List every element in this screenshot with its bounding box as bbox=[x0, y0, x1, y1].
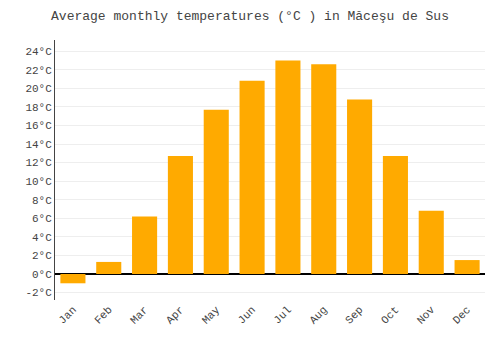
svg-text:2°C: 2°C bbox=[32, 250, 52, 262]
svg-text:8°C: 8°C bbox=[32, 195, 52, 207]
svg-text:Jan: Jan bbox=[56, 304, 78, 326]
svg-text:May: May bbox=[200, 304, 223, 327]
svg-text:0°C: 0°C bbox=[32, 269, 52, 281]
svg-text:Average monthly temperatures (: Average monthly temperatures (°C ) in Mă… bbox=[51, 9, 449, 24]
svg-text:14°C: 14°C bbox=[25, 139, 52, 151]
svg-text:Sep: Sep bbox=[343, 304, 365, 326]
svg-text:Nov: Nov bbox=[415, 304, 438, 327]
svg-text:12°C: 12°C bbox=[25, 157, 52, 169]
svg-text:Jun: Jun bbox=[236, 304, 258, 326]
svg-text:22°C: 22°C bbox=[25, 65, 52, 77]
svg-text:4°C: 4°C bbox=[32, 232, 52, 244]
svg-text:10°C: 10°C bbox=[25, 176, 52, 188]
svg-text:6°C: 6°C bbox=[32, 213, 52, 225]
svg-text:-2°C: -2°C bbox=[25, 287, 52, 299]
svg-text:Dec: Dec bbox=[451, 304, 473, 326]
svg-text:24°C: 24°C bbox=[25, 46, 52, 58]
svg-text:Apr: Apr bbox=[164, 304, 186, 326]
svg-text:Oct: Oct bbox=[379, 304, 401, 326]
svg-text:18°C: 18°C bbox=[25, 102, 52, 114]
svg-text:Mar: Mar bbox=[128, 304, 150, 326]
svg-text:16°C: 16°C bbox=[25, 120, 52, 132]
svg-text:Aug: Aug bbox=[307, 304, 329, 326]
svg-text:20°C: 20°C bbox=[25, 83, 52, 95]
svg-text:Feb: Feb bbox=[92, 304, 114, 326]
svg-text:Jul: Jul bbox=[271, 304, 293, 326]
